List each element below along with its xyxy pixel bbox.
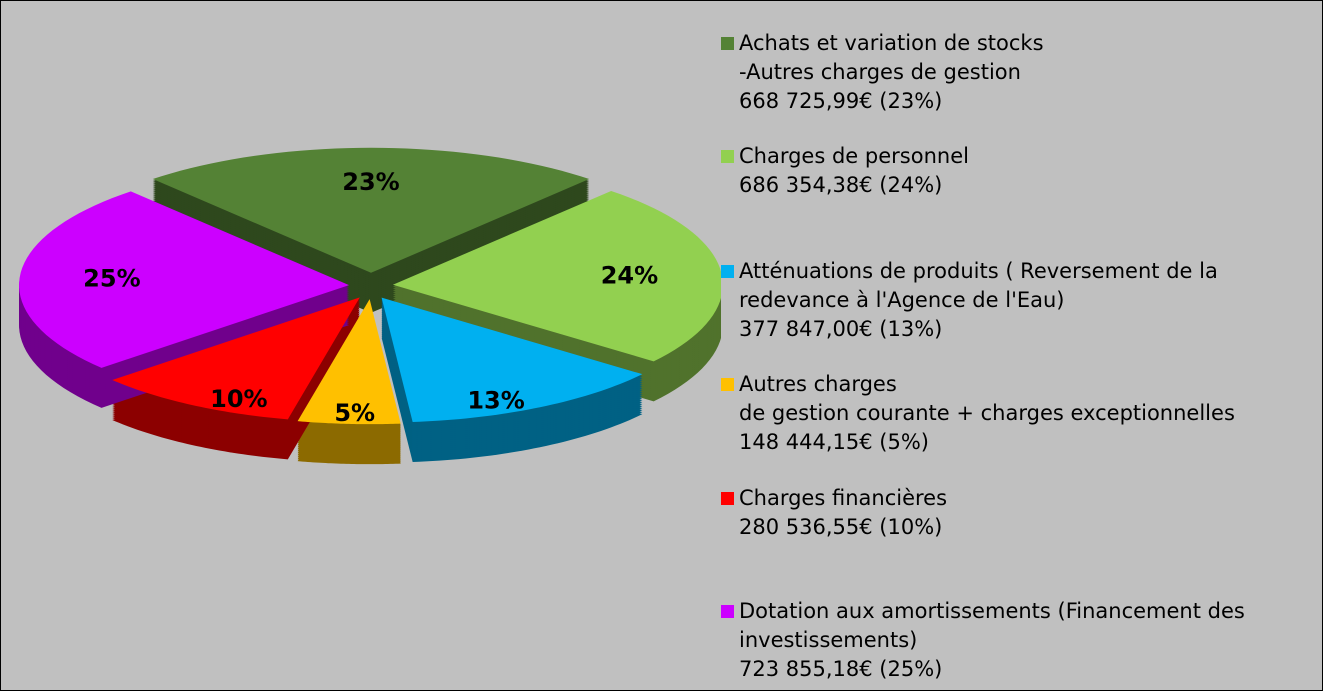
legend-entry: Dotation aux amortissements (Financement… <box>721 597 1245 684</box>
slice-label: 13% <box>467 386 524 414</box>
legend-amount: 686 354,38€ (24%) <box>739 173 943 197</box>
pie-area: 23% 24% 13% 5% 10% 25% <box>19 147 721 465</box>
legend-label: Dotation aux amortissements (Financement… <box>739 599 1245 652</box>
slice <box>392 190 721 362</box>
legend-entry: Charges de personnel 686 354,38€ (24%) <box>721 142 969 200</box>
slice <box>152 147 590 273</box>
legend-entry: Achats et variation de stocks -Autres ch… <box>721 29 1044 116</box>
legend-amount: 148 444,15€ (5%) <box>739 430 929 454</box>
legend-label: Achats et variation de stocks -Autres ch… <box>739 31 1044 84</box>
slice <box>112 297 360 420</box>
legend-swatch <box>721 378 734 391</box>
slice-label: 23% <box>342 168 399 196</box>
legend-swatch <box>721 150 734 163</box>
legend-swatch <box>721 37 734 50</box>
slice-label: 10% <box>210 385 267 413</box>
slice-label: 25% <box>83 265 140 293</box>
slice <box>297 299 401 425</box>
legend-entry: Atténuations de produits ( Reversement d… <box>721 257 1218 344</box>
legend-label: Autres charges de gestion courante + cha… <box>739 372 1235 425</box>
legend-entry: Autres charges de gestion courante + cha… <box>721 370 1235 457</box>
legend-label: Charges financières <box>739 486 948 510</box>
slice-label: 5% <box>334 399 375 427</box>
legend-entry: Charges financières 280 536,55€ (10%) <box>721 484 947 542</box>
legend-swatch <box>721 492 734 505</box>
legend-swatch <box>721 265 734 278</box>
legend-amount: 280 536,55€ (10%) <box>739 515 943 539</box>
legend-swatch <box>721 605 734 618</box>
slice <box>381 297 643 423</box>
slice <box>19 191 350 368</box>
legend-amount: 377 847,00€ (13%) <box>739 317 943 341</box>
legend-label: Charges de personnel <box>739 144 969 168</box>
legend-label: Atténuations de produits ( Reversement d… <box>739 259 1218 312</box>
legend-amount: 668 725,99€ (23%) <box>739 89 943 113</box>
legend-amount: 723 855,18€ (25%) <box>739 657 943 681</box>
slice-label: 24% <box>601 261 658 289</box>
